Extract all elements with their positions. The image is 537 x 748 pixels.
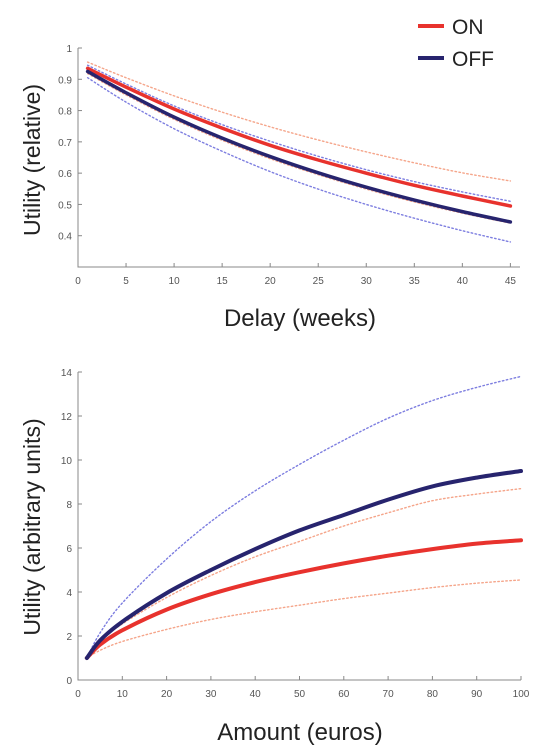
- bottom-x-tick-label: 50: [294, 689, 306, 700]
- bottom-y-tick-label: 10: [61, 456, 73, 467]
- bottom-axes: [77, 372, 521, 681]
- top-x-tick-label: 35: [409, 276, 421, 287]
- top-x-axis-label: Delay (weeks): [224, 305, 376, 332]
- bottom-x-tick-label: 70: [383, 689, 395, 700]
- bottom-x-tick-label: 30: [205, 689, 217, 700]
- chart-bottom: 0 10 20 30 40 50 60 70 80 90 100 0 2 4 6 8 10 12 14: [61, 368, 530, 700]
- bottom-series-on-line: [84, 538, 523, 660]
- top-x-tick-label: 10: [169, 276, 181, 287]
- bottom-y-tick-label: 8: [66, 500, 72, 511]
- bottom-x-tick-label: 60: [338, 689, 350, 700]
- bottom-y-axis-label: Utility (arbitrary units): [19, 418, 45, 635]
- bottom-x-tick-label: 10: [117, 689, 129, 700]
- legend-label-off: OFF: [452, 48, 494, 71]
- bottom-confidence-band-line: [86, 579, 522, 659]
- bottom-y-tick-label: 0: [66, 676, 72, 687]
- top-confidence-band-line: [86, 72, 512, 224]
- top-x-tick-label: 40: [457, 276, 469, 287]
- top-y-tick-label: 0.6: [58, 169, 72, 180]
- top-y-tick-label: 0.9: [58, 75, 72, 86]
- top-x-tick-label: 30: [361, 276, 373, 287]
- top-confidence-band-line: [86, 61, 512, 182]
- top-y-tick-label: 0.5: [58, 200, 72, 211]
- legend-label-on: ON: [452, 16, 484, 39]
- top-series-on-line: [85, 66, 513, 208]
- top-series-off-line: [85, 69, 513, 224]
- top-x-tick-label: 20: [265, 276, 277, 287]
- bottom-x-tick-label: 0: [75, 689, 81, 700]
- top-axes: [77, 48, 520, 268]
- top-y-tick-label: 0.4: [58, 232, 72, 243]
- top-confidence-band-line: [86, 64, 512, 202]
- bottom-x-tick-label: 40: [250, 689, 262, 700]
- top-y-tick-label: 1: [66, 44, 72, 55]
- top-x-tick-label: 15: [217, 276, 229, 287]
- top-x-tick-label: 5: [123, 276, 129, 287]
- bottom-x-tick-label: 90: [471, 689, 483, 700]
- top-x-tick-label: 0: [75, 276, 81, 287]
- top-confidence-band-line: [86, 77, 512, 243]
- chart-top: 0 5 10 15 20 25 30 35 40 45 0.4 0.5 0.6 0.7 0.8 0.9 1: [58, 44, 520, 287]
- bottom-y-tick-label: 2: [66, 632, 72, 643]
- bottom-x-tick-label: 20: [161, 689, 173, 700]
- bottom-confidence-band-line: [86, 487, 522, 659]
- top-x-tick-label: 45: [505, 276, 517, 287]
- bottom-series-off-line: [84, 469, 523, 660]
- bottom-confidence-band-line: [86, 375, 522, 659]
- bottom-y-tick-label: 4: [66, 588, 72, 599]
- top-y-axis-label: Utility (relative): [19, 84, 45, 236]
- top-x-tick-label: 25: [313, 276, 325, 287]
- bottom-y-tick-label: 6: [66, 544, 72, 555]
- legend: ON OFF: [418, 16, 494, 71]
- bottom-x-tick-label: 80: [427, 689, 439, 700]
- bottom-x-axis-label: Amount (euros): [217, 719, 382, 746]
- bottom-y-tick-label: 14: [61, 368, 73, 379]
- top-y-tick-label: 0.7: [58, 138, 72, 149]
- top-y-tick-label: 0.8: [58, 107, 72, 118]
- bottom-y-tick-label: 12: [61, 412, 73, 423]
- bottom-x-tick-label: 100: [513, 689, 530, 700]
